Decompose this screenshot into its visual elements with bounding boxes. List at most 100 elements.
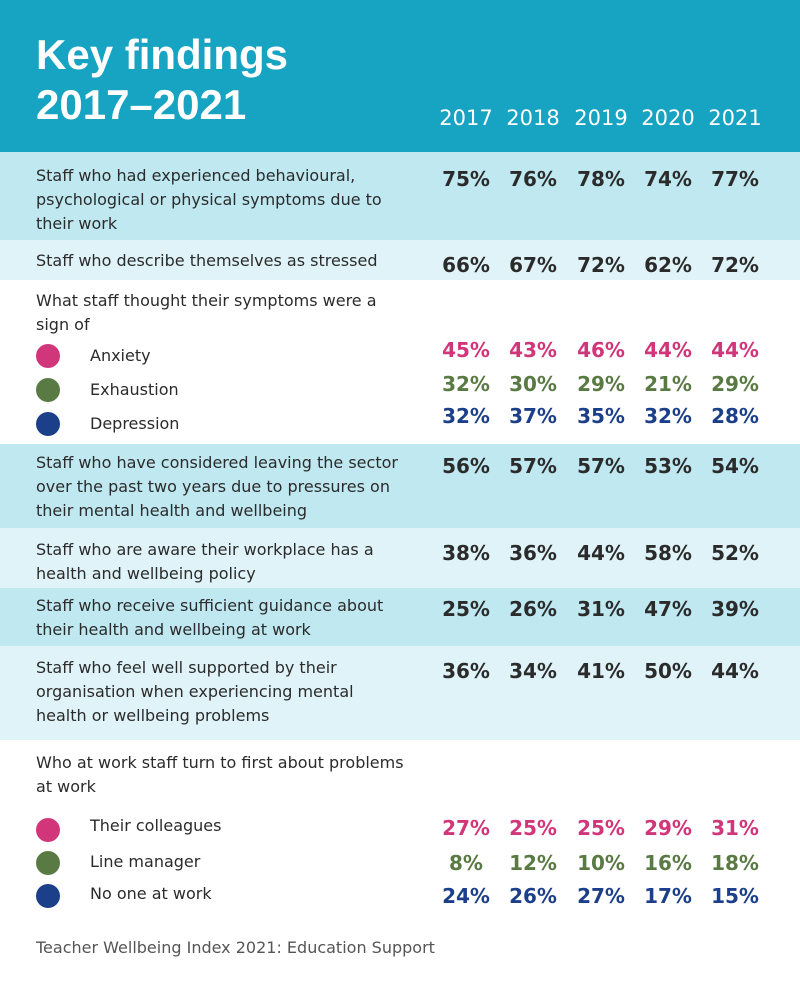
anxiety-dot-icon bbox=[36, 344, 60, 368]
row-label-stressed: Staff who describe themselves as stresse… bbox=[36, 251, 378, 270]
value-cell: 44% bbox=[577, 541, 625, 565]
value-cell: 15% bbox=[711, 884, 759, 908]
value-cell: 47% bbox=[644, 597, 692, 621]
page-title: Key findings 2017–2021 bbox=[36, 30, 288, 130]
sublabel-line-manager: Line manager bbox=[90, 852, 201, 871]
value-cell: 30% bbox=[509, 372, 557, 396]
value-cell: 12% bbox=[509, 851, 557, 875]
row-label-turn-to: Who at work staff turn to first about pr… bbox=[36, 753, 404, 796]
value-cell: 25% bbox=[577, 816, 625, 840]
year-header-2020: 2020 bbox=[641, 106, 695, 130]
value-cell: 57% bbox=[509, 454, 557, 478]
row-label-symptoms: Staff who had experienced behavioural, p… bbox=[36, 166, 382, 233]
value-cell: 26% bbox=[509, 884, 557, 908]
row-values-no-one: 24% 26% 27% 17% 15% bbox=[0, 882, 800, 912]
value-cell: 27% bbox=[577, 884, 625, 908]
value-cell: 36% bbox=[442, 659, 490, 683]
source-footer: Teacher Wellbeing Index 2021: Education … bbox=[36, 938, 435, 957]
band-row-leaving bbox=[0, 444, 800, 528]
value-cell: 24% bbox=[442, 884, 490, 908]
colleagues-dot-icon bbox=[36, 818, 60, 842]
value-cell: 50% bbox=[644, 659, 692, 683]
year-header-2018: 2018 bbox=[506, 106, 560, 130]
value-cell: 25% bbox=[442, 597, 490, 621]
value-cell: 8% bbox=[449, 851, 483, 875]
value-cell: 54% bbox=[711, 454, 759, 478]
value-cell: 77% bbox=[711, 167, 759, 191]
row-values-anxiety: 45% 43% 46% 44% 44% bbox=[0, 336, 800, 366]
value-cell: 76% bbox=[509, 167, 557, 191]
value-cell: 29% bbox=[711, 372, 759, 396]
band-row-guidance bbox=[0, 588, 800, 646]
year-header-row: 2017 2018 2019 2020 2021 bbox=[0, 106, 800, 136]
header-banner: Key findings 2017–2021 2017 2018 2019 20… bbox=[0, 0, 800, 152]
value-cell: 41% bbox=[577, 659, 625, 683]
value-cell: 31% bbox=[577, 597, 625, 621]
row-values-supported: 36% 34% 41% 50% 44% bbox=[0, 657, 800, 687]
no-one-dot-icon bbox=[36, 884, 60, 908]
value-cell: 78% bbox=[577, 167, 625, 191]
value-cell: 43% bbox=[509, 338, 557, 362]
title-line-1: Key findings bbox=[36, 31, 289, 78]
row-values-depression: 32% 37% 35% 32% 28% bbox=[0, 402, 800, 432]
value-cell: 44% bbox=[711, 659, 759, 683]
year-header-2017: 2017 bbox=[439, 106, 493, 130]
band-row-symptoms bbox=[0, 152, 800, 240]
value-cell: 37% bbox=[509, 404, 557, 428]
value-cell: 18% bbox=[711, 851, 759, 875]
value-cell: 75% bbox=[442, 167, 490, 191]
value-cell: 53% bbox=[644, 454, 692, 478]
year-header-2019: 2019 bbox=[574, 106, 628, 130]
band-row-sign-of bbox=[0, 280, 800, 444]
value-cell: 32% bbox=[442, 404, 490, 428]
exhaustion-dot-icon bbox=[36, 378, 60, 402]
value-cell: 31% bbox=[711, 816, 759, 840]
value-cell: 44% bbox=[644, 338, 692, 362]
row-values-line-manager: 8% 12% 10% 16% 18% bbox=[0, 849, 800, 879]
value-cell: 27% bbox=[442, 816, 490, 840]
value-cell: 38% bbox=[442, 541, 490, 565]
value-cell: 67% bbox=[509, 253, 557, 277]
value-cell: 17% bbox=[644, 884, 692, 908]
value-cell: 46% bbox=[577, 338, 625, 362]
value-cell: 74% bbox=[644, 167, 692, 191]
value-cell: 10% bbox=[577, 851, 625, 875]
row-values-exhaustion: 32% 30% 29% 21% 29% bbox=[0, 370, 800, 400]
value-cell: 32% bbox=[644, 404, 692, 428]
band-row-supported bbox=[0, 646, 800, 740]
band-row-turn-to bbox=[0, 740, 800, 920]
sublabel-depression: Depression bbox=[90, 414, 180, 433]
value-cell: 29% bbox=[644, 816, 692, 840]
value-cell: 28% bbox=[711, 404, 759, 428]
row-values-symptoms: 75% 76% 78% 74% 77% bbox=[0, 165, 800, 195]
row-label-guidance: Staff who receive sufficient guidance ab… bbox=[36, 596, 384, 639]
value-cell: 58% bbox=[644, 541, 692, 565]
sublabel-no-one: No one at work bbox=[90, 884, 212, 903]
sublabel-anxiety: Anxiety bbox=[90, 346, 151, 365]
value-cell: 44% bbox=[711, 338, 759, 362]
value-cell: 25% bbox=[509, 816, 557, 840]
line-manager-dot-icon bbox=[36, 851, 60, 875]
value-cell: 32% bbox=[442, 372, 490, 396]
value-cell: 29% bbox=[577, 372, 625, 396]
value-cell: 21% bbox=[644, 372, 692, 396]
row-values-policy: 38% 36% 44% 58% 52% bbox=[0, 539, 800, 569]
value-cell: 66% bbox=[442, 253, 490, 277]
row-values-guidance: 25% 26% 31% 47% 39% bbox=[0, 595, 800, 625]
row-label-leaving: Staff who have considered leaving the se… bbox=[36, 453, 398, 520]
value-cell: 35% bbox=[577, 404, 625, 428]
value-cell: 16% bbox=[644, 851, 692, 875]
value-cell: 52% bbox=[711, 541, 759, 565]
row-label-supported: Staff who feel well supported by their o… bbox=[36, 658, 354, 725]
row-values-colleagues: 27% 25% 25% 29% 31% bbox=[0, 814, 800, 844]
title-line-2: 2017–2021 bbox=[36, 81, 247, 128]
row-label-sign-of: What staff thought their symptoms were a… bbox=[36, 291, 377, 334]
value-cell: 34% bbox=[509, 659, 557, 683]
band-row-stressed bbox=[0, 240, 800, 280]
value-cell: 72% bbox=[577, 253, 625, 277]
value-cell: 26% bbox=[509, 597, 557, 621]
row-values-leaving: 56% 57% 57% 53% 54% bbox=[0, 452, 800, 482]
row-values-stressed: 66% 67% 72% 62% 72% bbox=[0, 251, 800, 281]
band-row-policy bbox=[0, 528, 800, 588]
sublabel-exhaustion: Exhaustion bbox=[90, 380, 179, 399]
